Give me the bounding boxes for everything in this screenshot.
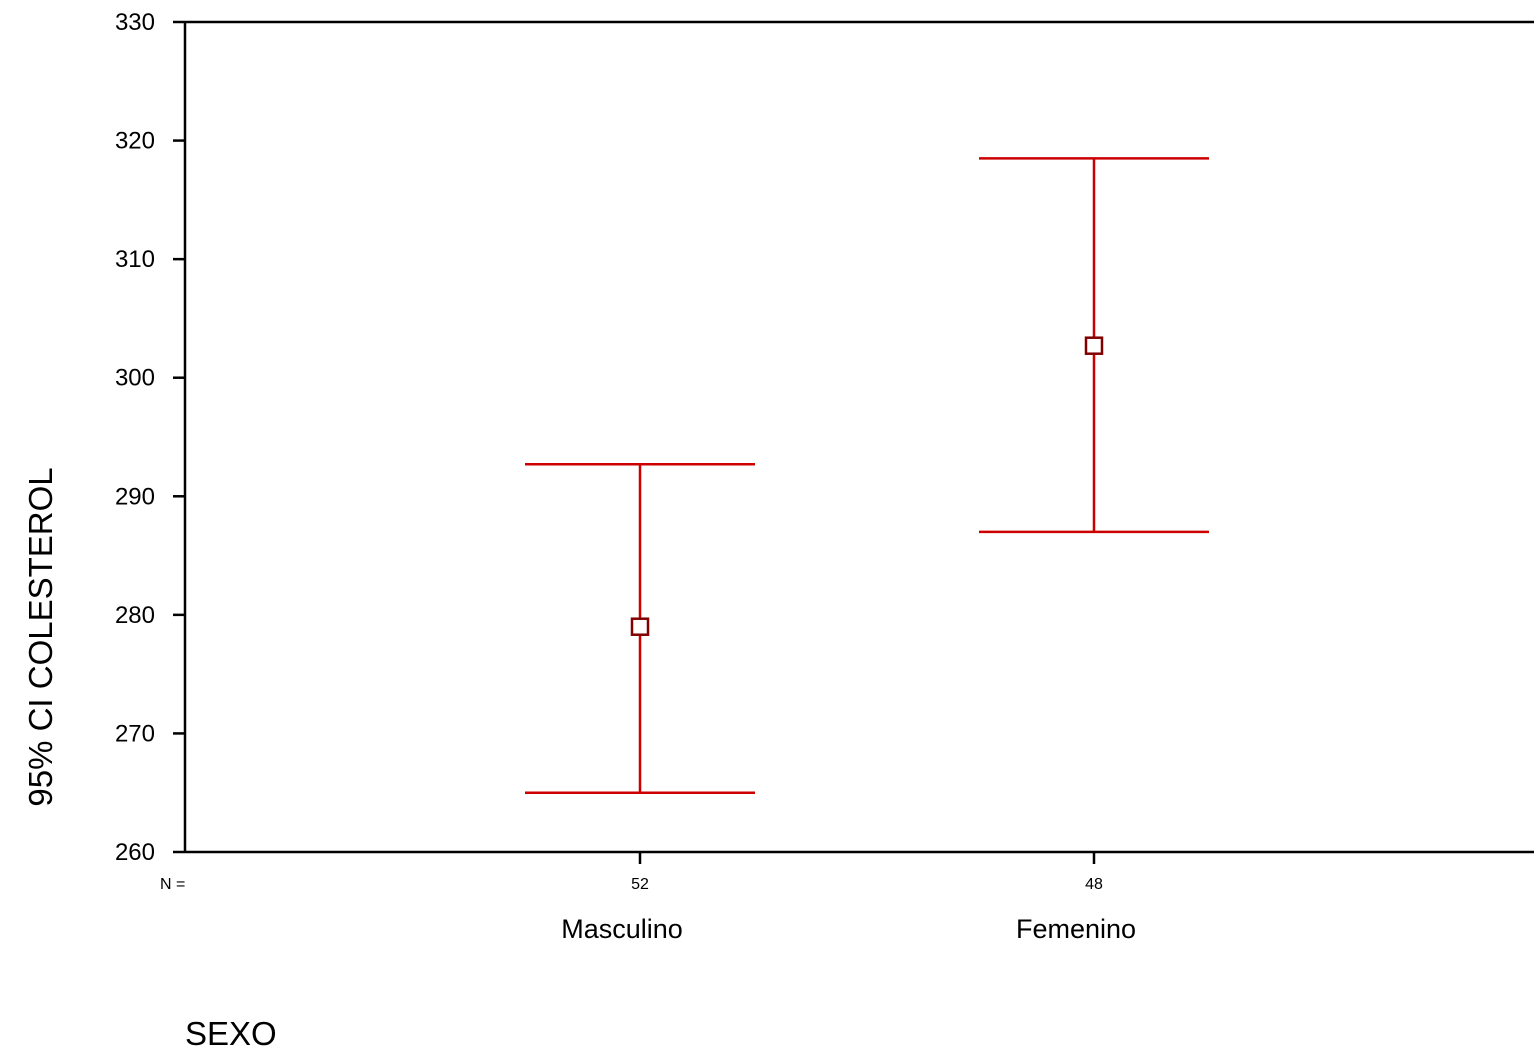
y-tick-label: 290 (115, 483, 155, 510)
y-tick-label: 310 (115, 246, 155, 273)
y-axis-ticks: 260 270 280 290 300 310 320 330 (115, 9, 185, 866)
mean-marker (630, 617, 650, 636)
n-count-label: 48 (1085, 876, 1103, 893)
y-tick-label: 320 (115, 128, 155, 155)
category-label: Masculino (561, 914, 683, 944)
y-tick-label: 280 (115, 602, 155, 629)
y-axis-title: 95% CI COLESTEROL (22, 467, 59, 806)
y-tick-label: 330 (115, 9, 155, 36)
y-tick-label: 260 (115, 839, 155, 866)
mean-marker (1084, 336, 1104, 355)
n-count-label: 52 (631, 876, 649, 893)
x-axis-title: SEXO (185, 1015, 277, 1052)
axes (183, 20, 1534, 854)
n-prefix-label: N = (160, 876, 185, 893)
x-axis-ticks: 52 Masculino 48 Femenino (561, 852, 1136, 944)
category-label: Femenino (1016, 914, 1136, 944)
y-tick-label: 270 (115, 720, 155, 747)
y-tick-label: 300 (115, 365, 155, 392)
error-bars (525, 157, 1209, 794)
